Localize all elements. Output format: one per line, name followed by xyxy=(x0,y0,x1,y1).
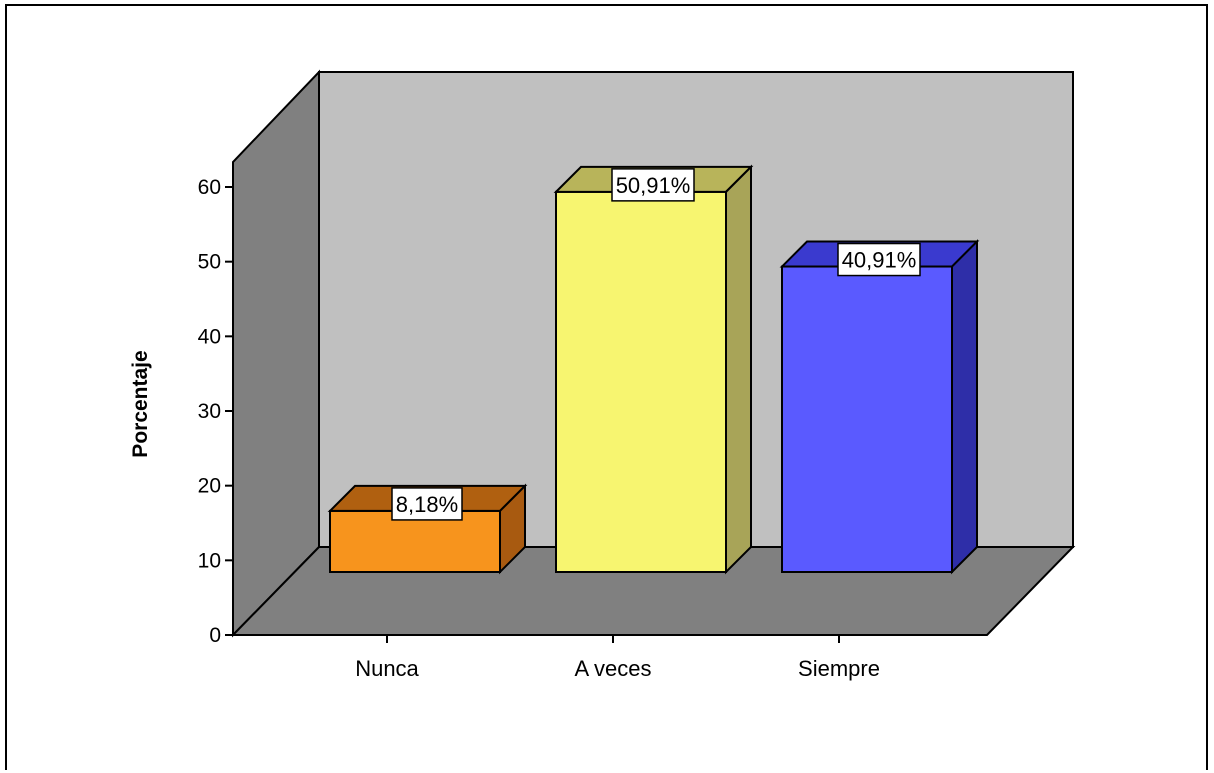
y-tick-label: 30 xyxy=(198,400,221,423)
y-tick-label: 60 xyxy=(198,176,221,199)
y-tick-label: 20 xyxy=(198,475,221,498)
x-tick-label: Nunca xyxy=(355,656,419,681)
bar-front xyxy=(329,509,501,573)
chart-frame xyxy=(5,4,1208,770)
bar-side xyxy=(499,483,526,575)
data-labels: 8,18% 50,91% 40,91% xyxy=(391,168,921,521)
y-tick-label: 10 xyxy=(198,549,221,572)
y-tick-label: 40 xyxy=(198,325,221,348)
bar-front xyxy=(555,190,727,573)
x-tick-label: Siempre xyxy=(798,656,880,681)
x-tick-label: A veces xyxy=(574,656,651,681)
bar xyxy=(779,239,980,575)
y-tick-label: 0 xyxy=(209,624,221,647)
data-label: 40,91% xyxy=(842,248,917,273)
y-tick-label: 50 xyxy=(198,251,221,274)
y-axis: 0 10 20 30 40 50 60 xyxy=(198,162,234,647)
data-label: 50,91% xyxy=(616,173,691,198)
y-axis-label: Porcentaje xyxy=(129,350,152,457)
bars xyxy=(327,164,980,575)
category-labels: Nunca A veces Siempre xyxy=(355,635,880,681)
bar xyxy=(553,164,754,575)
bar-side xyxy=(725,164,752,575)
bar-front xyxy=(781,265,953,573)
data-label: 8,18% xyxy=(396,492,458,517)
side-wall xyxy=(232,69,320,638)
data-label-box xyxy=(391,487,463,521)
data-label-box xyxy=(611,168,695,202)
data-label-box xyxy=(837,242,921,277)
bar-side xyxy=(951,239,978,575)
